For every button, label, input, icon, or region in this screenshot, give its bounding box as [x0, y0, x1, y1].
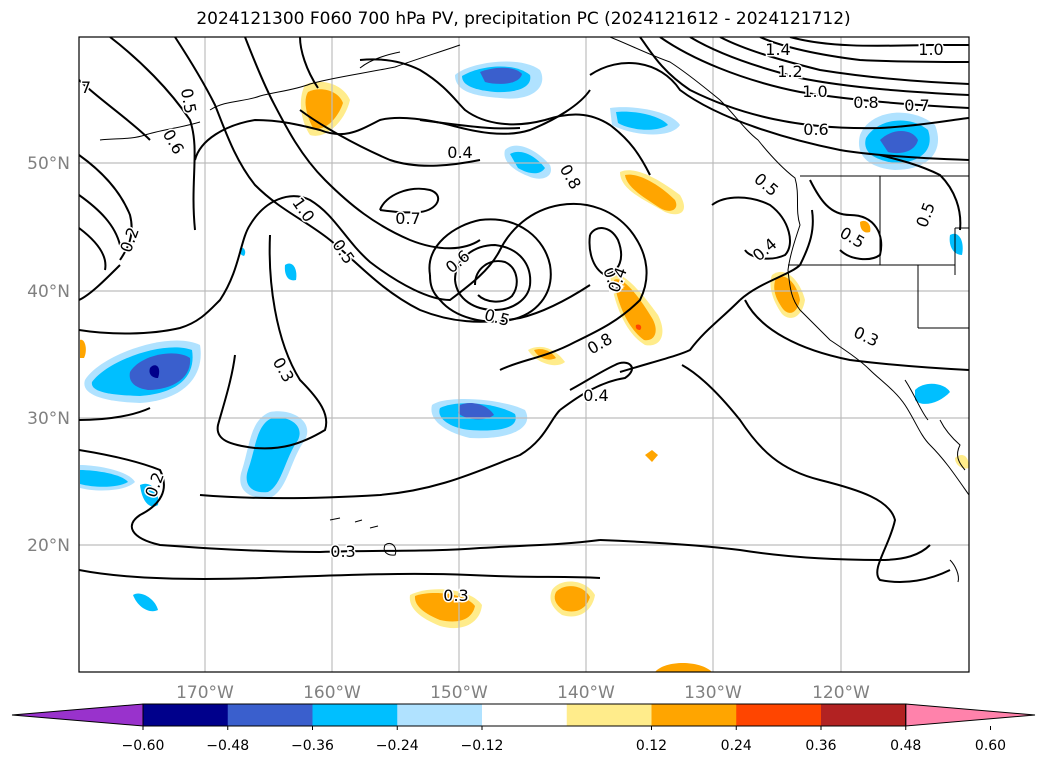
contour-label: 0.3	[330, 542, 355, 561]
contour-label: 0.8	[556, 161, 585, 193]
colorbar-segment	[227, 704, 313, 726]
contour-label: 1.4	[765, 40, 790, 59]
colorbar-segment	[566, 704, 652, 726]
colorbar-frame	[142, 703, 907, 727]
contour-label: 0.5	[328, 236, 358, 268]
colorbar-tick-label: −0.24	[376, 738, 419, 754]
contour-label: 0.4	[583, 386, 608, 405]
colorbar-segment	[736, 704, 822, 726]
neg-precip-area	[616, 111, 668, 130]
contour-label: 0.8	[584, 329, 616, 358]
pos-precip-area	[305, 89, 343, 129]
lon-label: 130°W	[684, 683, 742, 703]
pv-contours	[79, 37, 969, 583]
contour-label: 1.0	[288, 194, 318, 226]
lon-label: 160°W	[303, 683, 361, 703]
neg-precip-area	[458, 403, 494, 420]
contour-label: 7	[81, 78, 91, 97]
colorbar-tick-label: −0.12	[461, 738, 504, 754]
neg-precip-area	[140, 483, 159, 507]
gridlines	[79, 37, 969, 672]
contour-label: 1.2	[777, 62, 802, 81]
coastlines	[99, 37, 969, 583]
colorbar-extend-high	[905, 703, 1036, 727]
lon-label: 140°W	[557, 683, 615, 703]
contour-label: 1.0	[918, 40, 943, 59]
neg-precip-area	[129, 353, 191, 390]
colorbar-segment	[143, 704, 229, 726]
map-frame	[78, 36, 970, 673]
colorbar-ticks: −0.60 −0.48 −0.36 −0.24 −0.12 0.12 0.24 0.36 0.4…	[122, 726, 1006, 754]
map-title: 2024121300 F060 700 hPa PV, precipitatio…	[196, 9, 851, 29]
neg-precip-area	[284, 263, 297, 281]
colorbar-extend-low	[11, 703, 144, 727]
longitude-labels: 170°W 160°W 150°W 140°W 130°W 120°W	[176, 683, 870, 703]
colorbar-segment	[312, 704, 398, 726]
pos-precip-area	[655, 663, 712, 672]
contour-label: 0.4	[749, 234, 781, 265]
neg-precip-area	[480, 67, 522, 84]
colorbar-tick-label: 0.36	[805, 738, 836, 754]
contour-label: 0.3	[269, 354, 298, 386]
neg-precip-area	[246, 417, 300, 493]
pos-precip-area	[414, 593, 475, 622]
pos-precip-area	[614, 279, 656, 341]
colorbar	[11, 703, 1036, 727]
pos-precip-area	[774, 276, 800, 313]
contour-label: 0.8	[853, 93, 878, 112]
colorbar-tick-label: 0.12	[636, 738, 667, 754]
neg-precip-area	[80, 470, 128, 487]
pos-precip-area	[645, 450, 658, 462]
pos-precip-area	[635, 324, 642, 330]
pos-precip-area	[625, 174, 677, 211]
contour-label: 0.2	[141, 470, 168, 500]
contour-label: 0.7	[904, 96, 929, 115]
contour-label: 0.5	[750, 169, 782, 200]
colorbar-segment	[482, 704, 568, 726]
colorbar-tick-label: −0.48	[206, 738, 249, 754]
colorbar-tick-label: 0.24	[721, 738, 752, 754]
colorbar-tick-label: 0.48	[890, 738, 921, 754]
pos-precip-area	[860, 220, 871, 233]
lat-label: 50°N	[27, 154, 70, 174]
contour-label: 0.4	[447, 143, 472, 162]
contour-label: 0.5	[177, 87, 200, 115]
contour-label: 0.5	[912, 200, 939, 230]
colorbar-segment	[821, 704, 907, 726]
pos-precip-area	[554, 586, 590, 612]
lon-label: 170°W	[176, 683, 234, 703]
lon-label: 120°W	[812, 683, 870, 703]
contour-label: 0.6	[803, 120, 828, 139]
colorbar-segment	[651, 704, 737, 726]
lat-label: 20°N	[27, 536, 70, 556]
colorbar-segment	[397, 704, 483, 726]
precip-shading	[80, 61, 969, 672]
political-borders	[788, 175, 969, 329]
contour-label: 0.2	[116, 225, 143, 255]
lon-label: 150°W	[430, 683, 488, 703]
neg-precip-area	[949, 233, 963, 255]
contour-label: 0.3	[851, 323, 882, 351]
contour-label: 1.0	[802, 82, 827, 101]
contour-label: 0.6	[442, 246, 474, 277]
contour-label: 0.7	[395, 209, 420, 228]
colorbar-tick-label: −0.60	[122, 738, 165, 754]
colorbar-tick-label: 0.60	[975, 738, 1006, 754]
neg-precip-area	[133, 593, 158, 612]
colorbar-tick-label: −0.36	[291, 738, 334, 754]
lat-label: 40°N	[27, 282, 70, 302]
neg-precip-area	[149, 365, 160, 378]
neg-precip-area	[880, 131, 918, 154]
lat-label: 30°N	[27, 409, 70, 429]
neg-precip-area	[915, 383, 950, 404]
latitude-labels: 50°N 40°N 30°N 20°N	[27, 154, 70, 556]
pos-precip-area	[80, 339, 86, 358]
contour-label: 0.3	[443, 586, 468, 605]
